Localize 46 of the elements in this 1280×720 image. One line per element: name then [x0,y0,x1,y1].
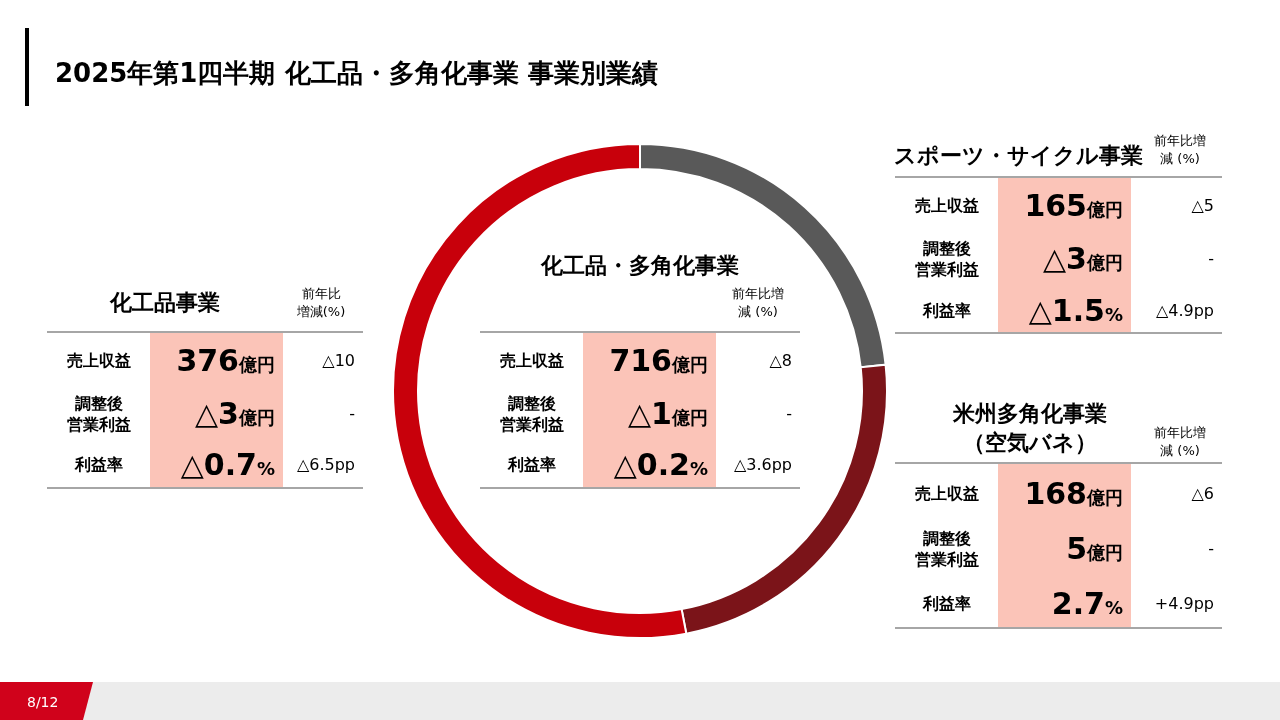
text: - [786,404,792,423]
text: △6 [1191,484,1214,503]
text: △0.2% [613,447,708,482]
category-label: 売上収益 [915,196,979,215]
category-label: 利益率 [507,455,556,474]
text: 5億円 [1066,531,1123,566]
chart-title: 2025年第1四半期 化工品・多角化事業 事業別業績 [55,58,658,88]
text: △10 [322,351,355,370]
category-label: 売上収益 [67,351,131,370]
text: △3億円 [1043,241,1123,276]
text: 前年比増減 (%) [1154,133,1206,166]
category-label: 売上収益 [915,484,979,503]
text: - [349,404,355,423]
text: △4.9pp [1155,301,1214,320]
text: △8 [769,351,792,370]
text: △3.6pp [733,455,792,474]
text: 2.7% [1051,586,1123,621]
text: - [1208,539,1214,558]
category-label: 売上収益 [500,351,564,370]
category-label: 調整後営業利益 [500,393,564,434]
text: 376億円 [176,343,275,378]
text: 化工品・多角化事業 [540,253,739,278]
category-label: 利益率 [922,594,971,613]
text: スポーツ・サイクル事業 [893,143,1143,168]
text: 168億円 [1024,476,1123,511]
text: 716億円 [609,343,708,378]
category-label: 利益率 [922,301,971,320]
text: 前年比増減 (%) [732,286,784,319]
text: △0.7% [180,447,275,482]
text: 前年比増減 (%) [1154,425,1206,458]
text: 165億円 [1024,188,1123,223]
category-label: 調整後営業利益 [915,238,979,279]
text: 米州多角化事業（空気バネ） [952,400,1107,455]
text: 8/12 [27,694,59,710]
category-label: 調整後営業利益 [67,393,131,434]
text: △6.5pp [296,455,355,474]
text: 化工品事業 [109,290,220,315]
text: - [1208,249,1214,268]
text: +4.9pp [1154,594,1214,613]
text: △1億円 [628,396,708,431]
text: △3億円 [195,396,275,431]
category-label: 調整後営業利益 [915,528,979,569]
category-label: 利益率 [74,455,123,474]
text: 前年比増減(%) [295,286,346,319]
text: △1.5% [1028,293,1123,328]
text: △5 [1191,196,1214,215]
